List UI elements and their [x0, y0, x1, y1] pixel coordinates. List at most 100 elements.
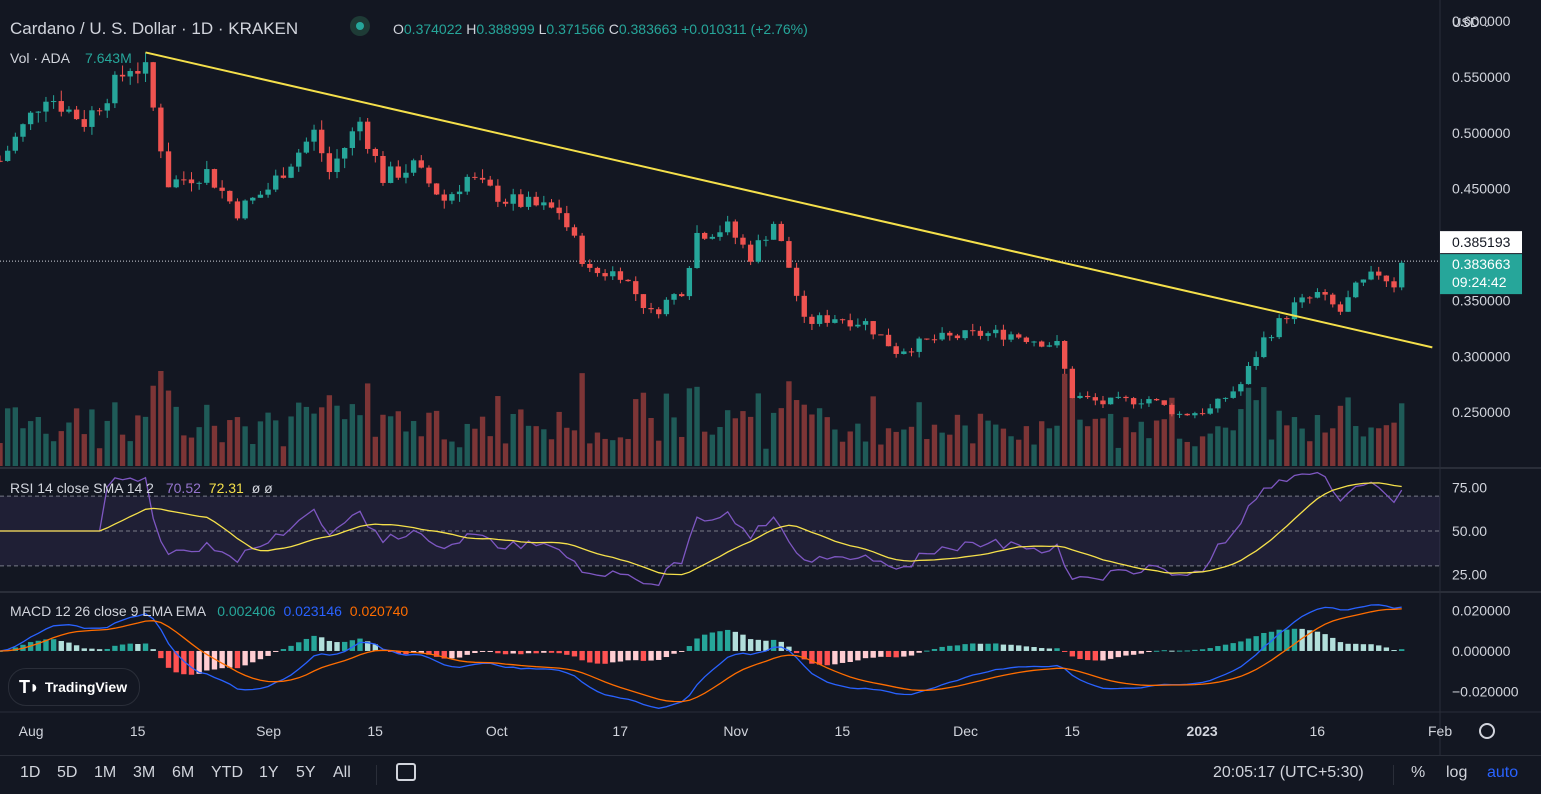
log-scale-button[interactable]: log — [1446, 764, 1468, 781]
volume-bar-13 — [96, 448, 103, 466]
candle-body-99 — [755, 240, 761, 262]
ohlc-legend: O0.374022 H0.388999 L0.371566 C0.383663 … — [393, 21, 808, 37]
macd-hist-bar-140 — [1069, 650, 1076, 657]
symbol-title[interactable]: Cardano / U. S. Dollar · 1D · KRAKEN — [10, 19, 299, 38]
candle-body-103 — [786, 241, 792, 268]
candle-body-160 — [1222, 397, 1229, 399]
macd-hist-bar-91 — [694, 638, 700, 651]
candle-body-58 — [441, 194, 447, 201]
time-tick-1: 15 — [130, 723, 146, 739]
candle-body-20 — [150, 62, 156, 108]
time-tick-9: 15 — [1064, 723, 1080, 739]
macd-signal-line — [0, 608, 1402, 703]
candle-body-15 — [112, 74, 118, 104]
volume-bar-56 — [426, 412, 432, 466]
candle-body-46 — [349, 131, 356, 148]
macd-hist-bar-155 — [1184, 650, 1190, 652]
macd-hist-bar-178 — [1360, 644, 1367, 651]
volume-bar-158 — [1207, 433, 1213, 466]
rsi-legend[interactable]: RSI 14 close SMA 14 2 70.52 72.31 ø ø — [10, 480, 273, 496]
candle-body-23 — [173, 179, 179, 188]
candle-body-96 — [732, 221, 738, 238]
volume-bar-78 — [594, 432, 601, 466]
macd-hist-bar-73 — [556, 650, 562, 654]
macd-hist-bar-48 — [364, 641, 371, 651]
macd-hist-bar-106 — [809, 650, 815, 664]
range-1y-button[interactable]: 1Y — [259, 764, 279, 781]
settings-gear-icon[interactable] — [1479, 723, 1495, 739]
candle-body-125 — [954, 335, 961, 339]
volume-bar-93 — [709, 434, 716, 466]
clock-display[interactable]: 20:05:17 (UTC+5:30) — [1213, 764, 1364, 781]
rsi-tick-2: 25.00 — [1452, 567, 1487, 583]
candle-body-172 — [1314, 292, 1321, 298]
volume-bar-92 — [702, 431, 708, 466]
rsi-sma-line — [0, 482, 1402, 576]
macd-hist-bar-135 — [1031, 647, 1037, 651]
macd-hist-bar-22 — [165, 650, 172, 668]
volume-bar-167 — [1276, 410, 1282, 466]
range-5y-button[interactable]: 5Y — [296, 764, 316, 781]
volume-bar-83 — [633, 399, 639, 466]
range-1m-button[interactable]: 1M — [94, 764, 117, 781]
volume-bar-106 — [809, 414, 815, 466]
volume-bar-126 — [962, 425, 968, 466]
macd-hist-bar-45 — [342, 641, 348, 651]
macd-hist-bar-131 — [1000, 644, 1007, 651]
currency-selector[interactable]: USD ⌄ — [1452, 15, 1491, 30]
chart-area[interactable]: 0.600000 0.550000 0.500000 0.450000 0.350000… — [0, 0, 1541, 755]
candle-body-14 — [104, 103, 110, 111]
candle-body-121 — [924, 338, 930, 340]
range-1d-button[interactable]: 1D — [20, 764, 41, 781]
candle-body-149 — [1138, 403, 1144, 405]
volume-bar-124 — [947, 434, 953, 466]
percent-scale-button[interactable]: % — [1411, 764, 1426, 781]
volume-bar-155 — [1184, 441, 1190, 466]
candle-body-17 — [127, 71, 133, 77]
candle-body-129 — [985, 333, 991, 336]
candle-body-114 — [870, 321, 876, 335]
rsi-extra: ø ø — [251, 480, 273, 496]
volume-bar-18 — [135, 415, 141, 466]
macd-hist-bar-142 — [1084, 650, 1091, 661]
range-6m-button[interactable]: 6M — [172, 764, 195, 781]
candle-body-105 — [801, 295, 807, 317]
rsi-sma-value: 72.31 — [208, 480, 244, 496]
candle-body-167 — [1276, 318, 1282, 338]
volume-bar-151 — [1153, 420, 1160, 466]
tradingview-logo[interactable]: T◗ TradingView — [8, 668, 140, 706]
volume-bar-32 — [242, 426, 248, 466]
candle-body-120 — [916, 338, 922, 352]
volume-bar-12 — [89, 409, 95, 466]
candle-body-3 — [20, 124, 26, 137]
volume-bar-52 — [395, 411, 401, 466]
volume-bar-75 — [571, 430, 578, 466]
range-5d-button[interactable]: 5D — [57, 764, 78, 781]
candlestick-chart[interactable]: 0.600000 0.550000 0.500000 0.450000 0.350000… — [0, 0, 1541, 755]
date-range-icon[interactable] — [396, 763, 416, 781]
macd-hist-bar-148 — [1130, 650, 1137, 655]
macd-hist-bar-169 — [1291, 628, 1298, 651]
market-status-icon[interactable] — [350, 16, 370, 39]
macd-legend[interactable]: MACD 12 26 close 9 EMA EMA 0.002406 0.02… — [10, 603, 408, 619]
candle-body-97 — [740, 237, 746, 245]
volume-bar-65 — [495, 396, 501, 466]
macd-hist-bar-14 — [104, 648, 110, 651]
volume-bar-47 — [357, 415, 363, 466]
macd-hist-bar-96 — [732, 631, 738, 651]
macd-hist-bar-20 — [150, 649, 156, 651]
range-ytd-button[interactable]: YTD — [211, 764, 243, 781]
auto-scale-button[interactable]: auto — [1487, 764, 1519, 781]
macd-hist-bar-29 — [219, 650, 225, 669]
candle-body-29 — [219, 187, 225, 191]
volume-bar-115 — [878, 444, 884, 466]
macd-hist-bar-77 — [587, 650, 593, 663]
range-3m-button[interactable]: 3M — [133, 764, 156, 781]
range-all-button[interactable]: All — [333, 764, 351, 781]
volume-legend[interactable]: Vol · ADA 7.643M — [10, 50, 132, 66]
candle-body-161 — [1230, 391, 1236, 398]
macd-hist-bar-13 — [96, 649, 103, 651]
macd-hist-bar-92 — [702, 634, 708, 651]
volume-bar-63 — [479, 416, 486, 466]
macd-hist-bar-16 — [119, 644, 126, 651]
